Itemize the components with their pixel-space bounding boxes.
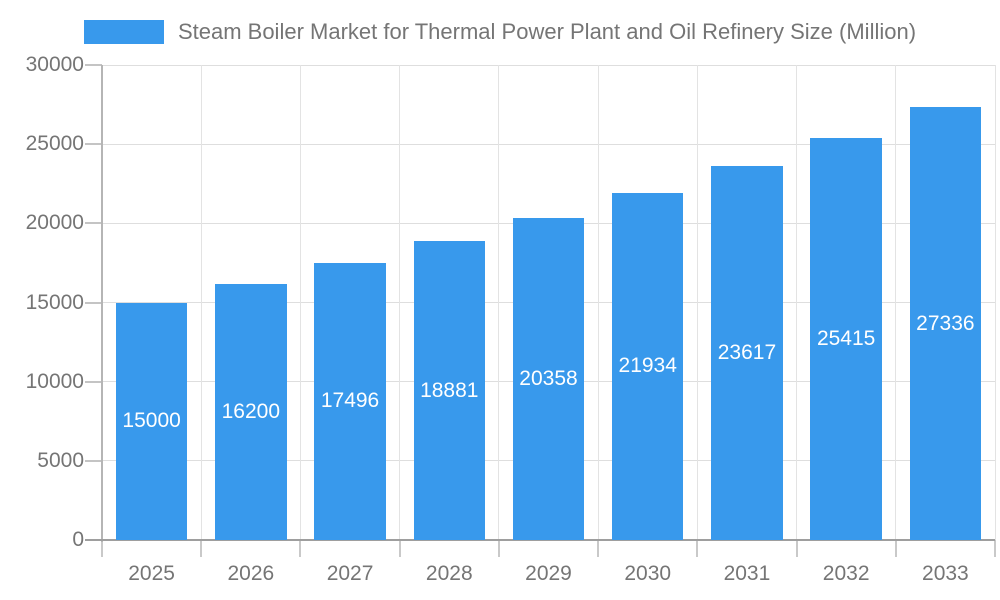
- gridline-horizontal: [102, 143, 995, 145]
- x-axis-tick: [398, 540, 401, 557]
- gridline-vertical: [299, 65, 301, 540]
- chart-title: Steam Boiler Market for Thermal Power Pl…: [177, 19, 917, 44]
- bar-value-label: 27336: [916, 311, 975, 335]
- bar-value-label: 15000: [122, 409, 181, 433]
- y-axis-label: 10000: [25, 369, 84, 393]
- x-axis-tick: [497, 540, 500, 557]
- x-axis-tick: [994, 540, 996, 557]
- y-axis-label: 5000: [37, 448, 84, 472]
- bar[interactable]: [612, 192, 684, 540]
- y-axis-tick: [85, 64, 102, 66]
- bar-value-label: 16200: [221, 399, 281, 423]
- bar-value-label: 17496: [320, 389, 380, 413]
- x-axis-label: 2029: [525, 562, 572, 585]
- bar[interactable]: [413, 241, 485, 540]
- x-axis-tick: [795, 540, 798, 557]
- x-axis-tick: [200, 540, 203, 557]
- y-axis-tick: [85, 143, 102, 146]
- y-axis-tick: [85, 380, 102, 383]
- x-axis-label: 2031: [723, 562, 771, 585]
- x-axis-line: [85, 539, 995, 541]
- gridline-vertical: [796, 65, 798, 540]
- legend-swatch: [83, 20, 164, 44]
- bar-value-label: 25415: [816, 326, 876, 350]
- y-axis-label: 30000: [25, 53, 84, 76]
- bar-value-label: 21934: [618, 354, 677, 378]
- gridline-vertical: [200, 65, 202, 540]
- x-axis-label: 2030: [624, 562, 672, 585]
- y-axis-tick: [85, 222, 102, 225]
- x-axis-label: 2032: [822, 562, 870, 585]
- x-axis-tick: [299, 540, 302, 557]
- bar[interactable]: [215, 283, 287, 540]
- x-axis-tick: [894, 540, 897, 557]
- y-axis-line: [101, 65, 103, 542]
- bar-value-label: 18881: [420, 378, 479, 402]
- x-axis-tick: [597, 540, 600, 557]
- x-axis-label: 2033: [922, 562, 969, 585]
- bar[interactable]: [115, 302, 188, 540]
- x-axis-label: 2026: [227, 562, 275, 585]
- y-axis-tick: [85, 459, 102, 462]
- bar[interactable]: [909, 107, 982, 540]
- bar[interactable]: [711, 166, 783, 540]
- gridline-vertical: [597, 65, 599, 540]
- chart-legend[interactable]: Steam Boiler Market for Thermal Power Pl…: [0, 18, 1000, 46]
- bar[interactable]: [810, 137, 882, 540]
- y-axis-tick: [85, 301, 102, 304]
- y-axis-label: 15000: [25, 290, 84, 314]
- bar[interactable]: [314, 262, 386, 540]
- x-axis-label: 2027: [326, 562, 374, 585]
- y-axis-label: 0: [72, 528, 84, 551]
- gridline-horizontal: [102, 64, 995, 66]
- y-axis-label: 25000: [25, 132, 84, 156]
- x-axis-tick: [696, 540, 699, 557]
- x-axis-tick: [101, 540, 103, 557]
- gridline-vertical: [994, 65, 996, 540]
- y-axis-label: 20000: [25, 211, 84, 235]
- gridline-vertical: [696, 65, 698, 540]
- gridline-vertical: [498, 65, 500, 540]
- bar-value-label: 20358: [519, 366, 578, 390]
- gridline-vertical: [895, 65, 897, 540]
- x-axis-label: 2028: [425, 562, 473, 585]
- bar-value-label: 23617: [717, 341, 777, 365]
- bar[interactable]: [512, 217, 585, 540]
- gridline-vertical: [399, 65, 401, 540]
- x-axis-label: 2025: [128, 562, 175, 585]
